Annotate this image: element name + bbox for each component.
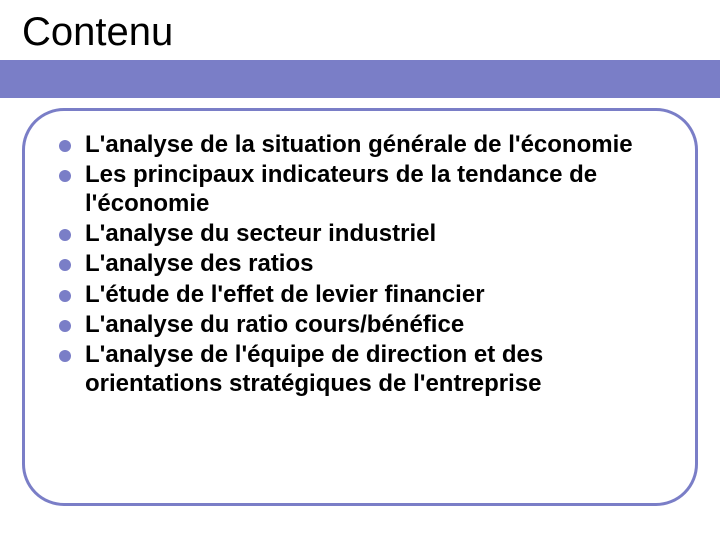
bullet-icon (59, 140, 71, 152)
bullet-icon (59, 320, 71, 332)
bullet-icon (59, 229, 71, 241)
list-item-text: L'étude de l'effet de levier financier (85, 281, 485, 309)
list-item-text: L'analyse du secteur industriel (85, 220, 436, 248)
content-box: L'analyse de la situation générale de l'… (22, 108, 698, 506)
list-item-text: L'analyse du ratio cours/bénéfice (85, 311, 464, 339)
list-item: L'analyse de l'équipe de direction et de… (59, 341, 661, 398)
list-item: L'analyse de la situation générale de l'… (59, 131, 661, 159)
bullet-list: L'analyse de la situation générale de l'… (59, 131, 661, 398)
list-item-text: Les principaux indicateurs de la tendanc… (85, 161, 661, 218)
list-item-text: L'analyse de l'équipe de direction et de… (85, 341, 661, 398)
list-item: Les principaux indicateurs de la tendanc… (59, 161, 661, 218)
list-item-text: L'analyse de la situation générale de l'… (85, 131, 633, 159)
list-item: L'analyse du secteur industriel (59, 220, 661, 248)
list-item: L'analyse des ratios (59, 250, 661, 278)
list-item: L'étude de l'effet de levier financier (59, 281, 661, 309)
bullet-icon (59, 170, 71, 182)
slide-title: Contenu (22, 10, 173, 55)
bullet-icon (59, 350, 71, 362)
bullet-icon (59, 290, 71, 302)
list-item-text: L'analyse des ratios (85, 250, 313, 278)
bullet-icon (59, 259, 71, 271)
header-bar (0, 60, 720, 98)
list-item: L'analyse du ratio cours/bénéfice (59, 311, 661, 339)
